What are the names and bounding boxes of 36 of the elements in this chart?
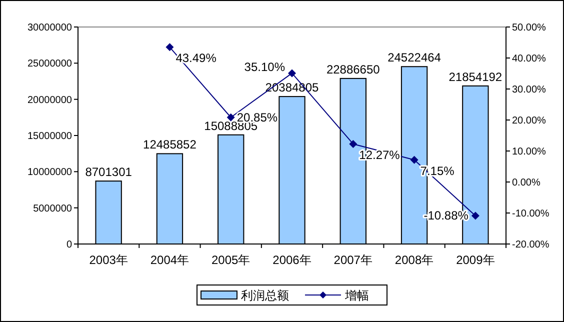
- legend-label: 利润总额: [241, 288, 289, 302]
- y-tick-label: 10000000: [28, 167, 72, 178]
- data-label: 35.10%: [244, 60, 286, 74]
- y2-tick-label: 30.00%: [512, 84, 546, 96]
- y2-tick-label: 40.00%: [512, 54, 546, 64]
- y-tick-label: 5000000: [33, 203, 72, 214]
- y2-tick-label: -20.00%: [512, 240, 550, 250]
- y-tick-label: 15000000: [28, 131, 72, 142]
- y2-tick-label: -10.00%: [512, 208, 550, 220]
- y2-tick-label: 50.00%: [512, 22, 546, 34]
- x-tick-label: 2006年: [272, 253, 312, 267]
- y-tick-label: 20000000: [28, 94, 72, 106]
- x-tick-label: 2003年: [89, 253, 128, 267]
- data-label: 12485852: [143, 138, 197, 152]
- data-label: 22886650: [326, 62, 380, 76]
- data-label: 8701301: [85, 165, 132, 180]
- point: [410, 156, 418, 164]
- y-tick-label: 25000000: [28, 58, 72, 70]
- y2-tick-label: 20.00%: [512, 116, 546, 126]
- y2-tick-label: 0.00%: [512, 178, 540, 188]
- point: [349, 140, 358, 148]
- x-tick-label: 2004年: [150, 253, 190, 267]
- data-label: 24522464: [388, 50, 442, 65]
- x-tick-label: 2009年: [456, 253, 495, 267]
- point: [471, 212, 480, 220]
- data-label: 21854192: [448, 70, 502, 84]
- x-tick-label: 2008年: [394, 253, 434, 267]
- point: [288, 69, 296, 78]
- x-tick-label: 2007年: [334, 253, 372, 267]
- y-tick-label: 0: [66, 240, 72, 250]
- y2-tick-label: 10.00%: [512, 146, 546, 158]
- point: [166, 43, 174, 52]
- point: [226, 113, 235, 122]
- x-tick-label: 2005年: [212, 253, 250, 267]
- legend-label: 增幅: [344, 288, 369, 302]
- y-tick-label: 30000000: [28, 22, 72, 34]
